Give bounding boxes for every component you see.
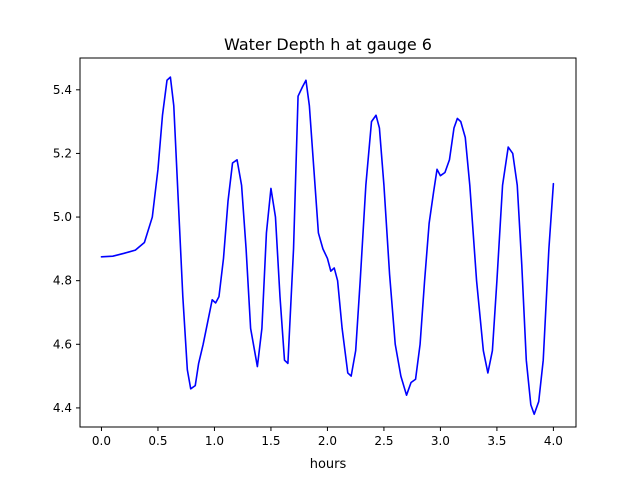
x-tick-label: 1.0 [205, 434, 224, 448]
y-tick-label: 4.4 [53, 401, 72, 415]
x-tick-label: 2.0 [318, 434, 337, 448]
x-axis-label: hours [310, 457, 347, 472]
y-tick-label: 5.0 [53, 210, 72, 224]
plot-layer: 0.0 0.5 1.0 1.5 2.0 2.5 3.0 3.5 4.0 4.4 4.6 4.8 5.0 5… [53, 57, 577, 448]
y-tick-label: 4.6 [53, 337, 72, 351]
axes-frame [79, 57, 577, 428]
x-tick-label: 1.5 [261, 434, 280, 448]
x-tick-label: 2.5 [374, 434, 393, 448]
y-tick-label: 4.8 [53, 274, 72, 288]
y-tick-label: 5.2 [53, 146, 72, 160]
x-tick-label: 0.0 [92, 434, 111, 448]
chart-title: Water Depth h at gauge 6 [224, 35, 432, 54]
y-tick-label: 5.4 [53, 83, 72, 97]
x-tick-label: 3.0 [431, 434, 450, 448]
x-tick-label: 0.5 [148, 434, 167, 448]
x-tick-label: 4.0 [544, 434, 563, 448]
x-tick-label: 3.5 [487, 434, 506, 448]
series-line-0 [100, 76, 555, 416]
